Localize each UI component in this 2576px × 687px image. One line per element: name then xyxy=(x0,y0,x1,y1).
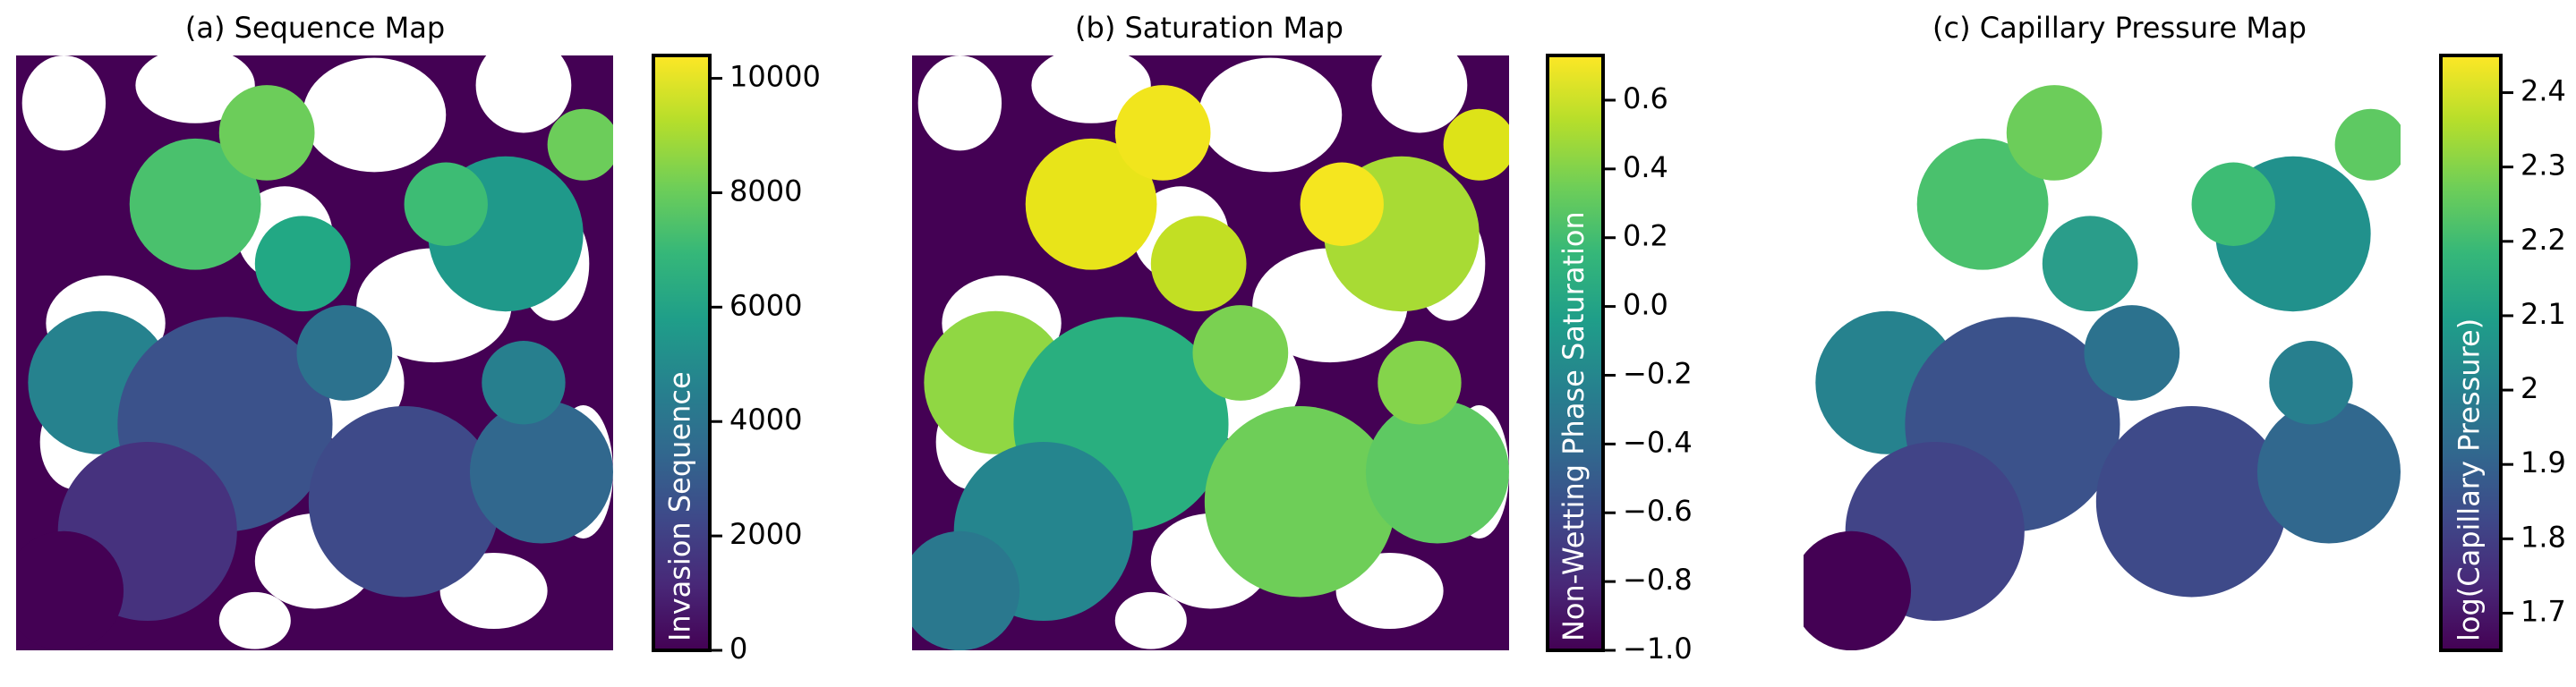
invaded-region xyxy=(2042,216,2138,312)
pore xyxy=(135,55,255,123)
pore xyxy=(1198,57,1343,173)
pore xyxy=(917,55,1002,151)
colorbar-tick-label: 8000 xyxy=(729,174,802,208)
invaded-region xyxy=(482,341,566,425)
colorbar-tick-label: 2.1 xyxy=(2521,297,2566,331)
colorbar-tick-label: 2 xyxy=(2521,371,2538,405)
colorbar-tick-label: 2.4 xyxy=(2521,74,2566,108)
invaded-region xyxy=(1114,85,1211,181)
invaded-region xyxy=(218,85,315,181)
colorbar-tick-label: 1.8 xyxy=(2521,520,2566,554)
colorbar-tick-label: 0 xyxy=(729,632,747,666)
invaded-region xyxy=(1443,108,1509,181)
invaded-region xyxy=(404,162,488,246)
invaded-region xyxy=(2334,108,2401,181)
invaded-region xyxy=(2006,85,2103,181)
pore xyxy=(21,55,107,151)
colorbar-tick-label: 10000 xyxy=(729,60,821,94)
pore xyxy=(1031,55,1151,123)
map-image xyxy=(16,55,613,650)
pore xyxy=(303,57,447,173)
invaded-region xyxy=(1378,341,1462,425)
invaded-region xyxy=(16,530,124,650)
colorbar xyxy=(652,54,712,652)
colorbar-label: Invasion Sequence xyxy=(663,371,697,641)
colorbar-tick-label: 2000 xyxy=(729,517,802,551)
invaded-region xyxy=(2095,406,2288,598)
invaded-region xyxy=(2191,162,2275,246)
pore xyxy=(218,591,291,649)
colorbar-tick-label: 2.2 xyxy=(2521,223,2566,257)
colorbar-tick-label: 2.3 xyxy=(2521,148,2566,182)
colorbar-tick-label: 4000 xyxy=(729,403,802,437)
colorbar-tick-label: 0.0 xyxy=(1623,288,1668,322)
invaded-region xyxy=(469,400,613,544)
colorbar-tick-label: 6000 xyxy=(729,288,802,322)
map-image xyxy=(912,55,1509,650)
map-image xyxy=(1804,55,2401,650)
invaded-region xyxy=(1804,530,1912,650)
invaded-region xyxy=(912,530,1020,650)
pore xyxy=(475,55,572,133)
invaded-region xyxy=(547,108,613,181)
invaded-region xyxy=(1204,406,1396,598)
colorbar-label: log(Capillary Pressure) xyxy=(2452,318,2486,641)
invaded-region xyxy=(1365,400,1509,544)
invaded-region xyxy=(308,406,500,598)
invaded-region xyxy=(129,138,261,270)
invaded-region xyxy=(254,216,351,312)
pore xyxy=(1114,591,1187,649)
invaded-region xyxy=(2269,341,2353,425)
invaded-region xyxy=(1192,305,1289,401)
panel-title: (a) Sequence Map xyxy=(185,11,445,45)
colorbar xyxy=(1546,54,1605,652)
colorbar-label: Non-Wetting Phase Saturation xyxy=(1557,211,1591,641)
colorbar-tick-label: 0.6 xyxy=(1623,81,1668,115)
colorbar-tick-label: −0.6 xyxy=(1623,494,1693,528)
colorbar-tick-label: −0.8 xyxy=(1623,563,1693,597)
pore xyxy=(1371,55,1468,133)
colorbar-tick-label: −0.4 xyxy=(1623,425,1693,459)
colorbar-tick-label: −1.0 xyxy=(1623,632,1693,666)
invaded-region xyxy=(296,305,393,401)
invaded-region xyxy=(2256,400,2401,544)
invaded-region xyxy=(1300,162,1384,246)
invaded-region xyxy=(1150,216,1247,312)
panel-title: (b) Saturation Map xyxy=(1075,11,1343,45)
invaded-region xyxy=(1916,138,2049,270)
colorbar xyxy=(2439,54,2503,652)
colorbar-tick-label: −0.2 xyxy=(1623,356,1693,390)
colorbar-tick-label: 1.9 xyxy=(2521,445,2566,479)
invaded-region xyxy=(2084,305,2180,401)
colorbar-tick-label: 0.4 xyxy=(1623,150,1668,184)
panel-title: (c) Capillary Pressure Map xyxy=(1932,11,2307,45)
colorbar-tick-label: 0.2 xyxy=(1623,219,1668,253)
colorbar-tick-label: 1.7 xyxy=(2521,594,2566,628)
invaded-region xyxy=(1025,138,1157,270)
